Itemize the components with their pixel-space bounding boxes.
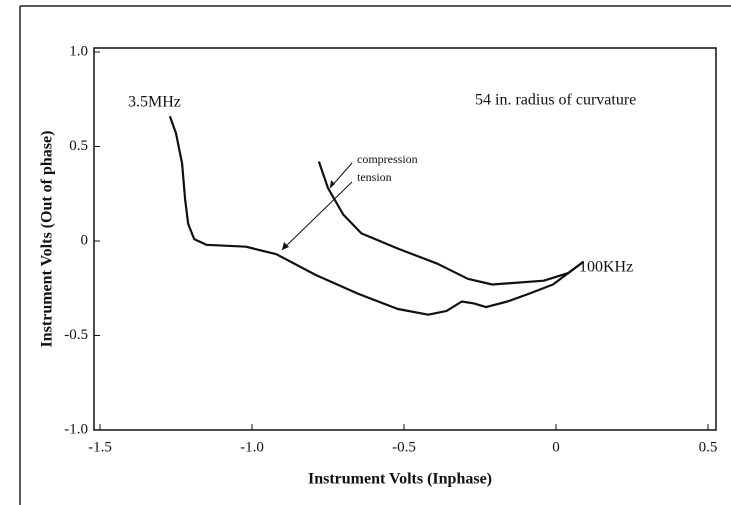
series-label: compression [357,152,418,166]
annotation-radius: 54 in. radius of curvature [475,92,636,109]
series-line [317,161,585,286]
y-tick-label: 1.0 [69,43,88,59]
y-tick-label: 0 [81,232,89,248]
arrow [281,181,353,251]
x-axis-label: Instrument Volts (Inphase) [308,471,492,488]
plot-frame [93,47,717,431]
annotation-freq-low: 100KHz [579,259,633,276]
series-line [168,115,585,316]
x-tick-label: -1.0 [240,439,264,455]
y-tick-label: 0.5 [69,138,88,154]
arrowhead [282,180,335,250]
x-tick-label: -0.5 [392,439,416,455]
x-tick-label: -1.5 [88,439,112,455]
y-tick-label: -1.0 [64,421,88,437]
annotation-freq-high: 3.5MHz [128,94,181,111]
y-tick-label: -0.5 [64,327,88,343]
x-tick-label: 0.5 [699,439,718,455]
series-label: tension [357,170,392,184]
y-axis-label: Instrument Volts (Out of phase) [39,131,56,348]
x-tick-label: 0 [552,439,560,455]
